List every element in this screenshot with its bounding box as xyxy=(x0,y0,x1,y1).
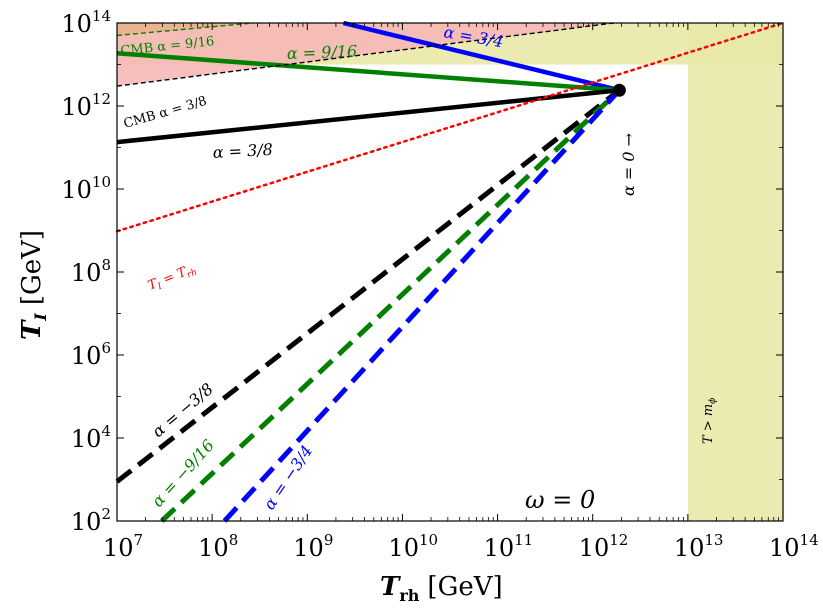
shaded-regions xyxy=(117,23,783,521)
series-t-i-t-rh xyxy=(115,21,785,233)
svg-text:TI = Trh: TI = Trh xyxy=(146,261,199,296)
y-tick-label: 1012 xyxy=(61,90,111,121)
label-ti-equals-trh: TI = Trh xyxy=(146,261,199,296)
label-omega: ω = 0 xyxy=(525,486,595,514)
y-tick-label: 108 xyxy=(71,256,111,287)
svg-text:Trh[GeV]: Trh [GeV] xyxy=(380,572,503,605)
y-axis-title: TI[GeV] xyxy=(17,230,50,340)
series-cmb-alpha-9-16 xyxy=(116,22,254,37)
series-alpha-3-8 xyxy=(116,87,620,145)
y-tick-label: 104 xyxy=(71,422,111,453)
x-axis-title: Trh [GeV] xyxy=(380,572,503,605)
svg-text:T > mϕ: T > mϕ xyxy=(701,398,718,444)
label-alpha-0: α = 0 → xyxy=(619,133,638,196)
x-tick-label: 1013 xyxy=(674,531,724,562)
x-tick-label: 108 xyxy=(198,531,238,562)
axis-ticks xyxy=(116,22,784,522)
data-points xyxy=(612,83,626,97)
x-tick-label: 1010 xyxy=(388,531,438,562)
label-t-gt-mphi: T > mϕ xyxy=(701,398,718,444)
x-tick-label: 1014 xyxy=(769,531,819,562)
x-tick-label: 1011 xyxy=(484,531,534,562)
x-tick-labels: 107 108 109 1010 1011 1012 1013 1014 xyxy=(103,531,819,562)
series-alpha-3-8 xyxy=(115,88,621,484)
series-alpha-9-16 xyxy=(160,88,622,523)
annotations: α = 3/4 α = 9/16 α = 3/8 α = −3/8 α = −9… xyxy=(120,22,718,514)
y-tick-label: 1010 xyxy=(61,173,111,204)
series-alpha-3-4 xyxy=(342,20,620,93)
label-cmb-3-8: CMB α = 3/8 xyxy=(122,94,209,132)
y-tick-labels: 102 104 106 108 1010 1012 1014 xyxy=(61,7,111,536)
svg-text:TI[GeV]: TI[GeV] xyxy=(17,230,50,340)
y-tick-label: 106 xyxy=(71,339,111,370)
y-tick-label: 102 xyxy=(71,505,111,536)
y-tick-label: 1014 xyxy=(61,7,111,38)
series-lines xyxy=(115,20,785,523)
label-alpha-3-8: α = 3/8 xyxy=(212,140,273,162)
point-alpha-0 xyxy=(612,83,626,97)
region-t-m-phi-vertical-band xyxy=(687,23,783,521)
series-cmb-alpha-3-8 xyxy=(116,22,614,87)
x-tick-label: 1012 xyxy=(579,531,629,562)
x-tick-label: 107 xyxy=(103,531,143,562)
series-alpha-3-4 xyxy=(222,88,622,523)
label-alpha-9-16: α = 9/16 xyxy=(286,42,357,63)
x-tick-label: 109 xyxy=(293,531,333,562)
series-alpha-9-16 xyxy=(116,51,620,93)
